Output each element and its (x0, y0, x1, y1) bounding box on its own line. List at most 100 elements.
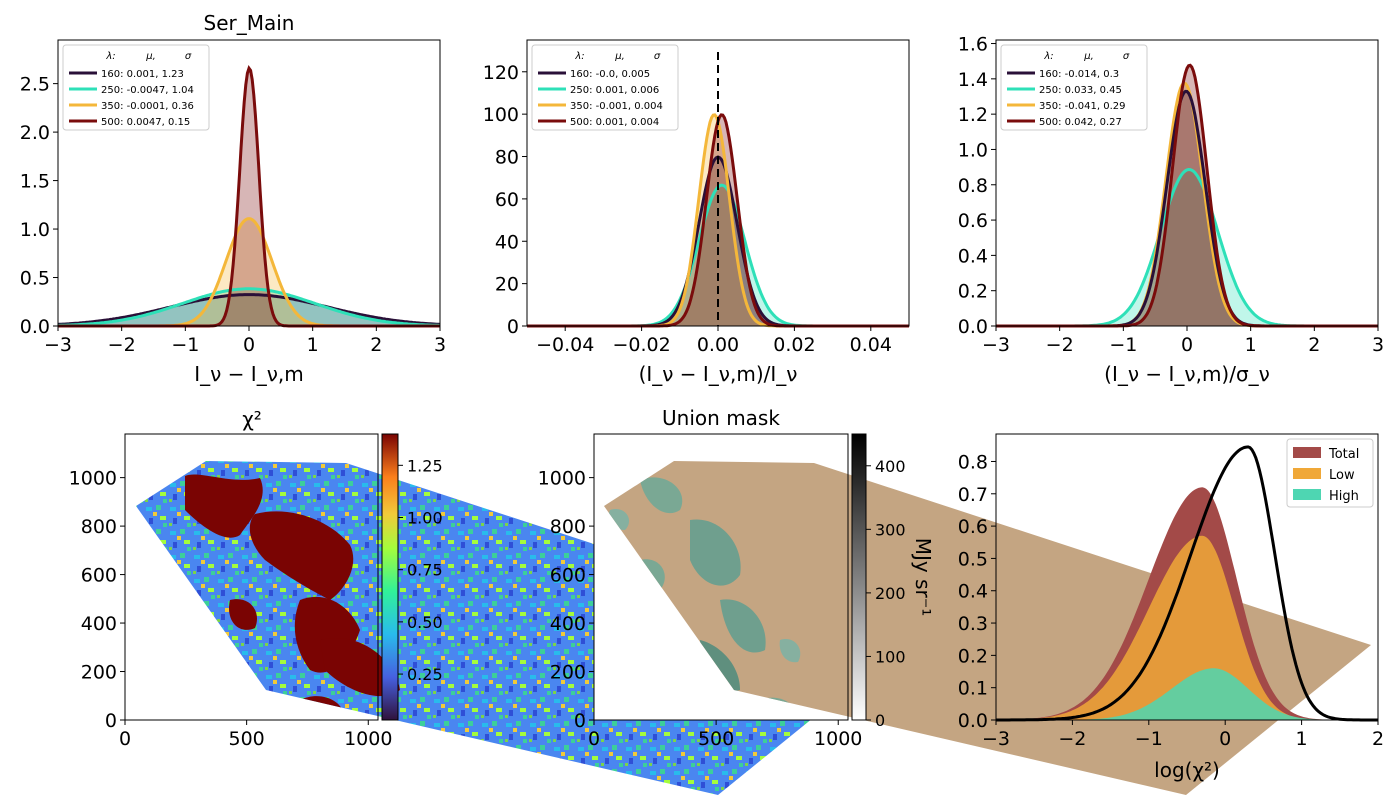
colorbar-tick-label: 0.25 (407, 665, 443, 684)
legend-entry: 350: -0.0001, 0.36 (101, 101, 194, 112)
x-axis-ticks: −3 −2 −1 0 1 2 3 (982, 326, 1384, 356)
high-chi2-region (320, 638, 400, 697)
colorbar-tick-label: 1.25 (407, 456, 443, 475)
y-tick-label: 0 (507, 316, 519, 338)
y-axis-ticks: 0.0 0.5 1.0 1.5 2.0 2.5 (20, 74, 58, 338)
x-tick-label: 500 (698, 728, 734, 750)
x-tick-label: 0 (1181, 334, 1193, 356)
legend: Total Low High (1286, 438, 1374, 508)
legend-entry: 350: -0.001, 0.004 (570, 101, 663, 112)
histogram-fill-350 (58, 218, 440, 326)
x-tick-label: 3 (434, 334, 446, 356)
histogram-fills (58, 68, 440, 327)
x-tick-label: −1 (1135, 728, 1163, 750)
legend-swatch (1293, 468, 1321, 479)
y-axis-ticks: 0 20 40 60 80 100 120 (483, 62, 527, 338)
y-tick-label: 0.0 (958, 710, 988, 732)
histogram-high (996, 668, 1378, 720)
masked-region (779, 639, 801, 663)
legend-box (531, 44, 679, 131)
legend-entry: 500: 0.0047, 0.15 (101, 117, 190, 128)
colorbar-label: MJy sr⁻¹ (911, 538, 935, 617)
colorbar (381, 433, 399, 721)
legend-entry: 160: 0.001, 1.23 (101, 69, 184, 80)
y-tick-label: 0 (105, 710, 117, 732)
legend-entry: 160: -0.0, 0.005 (570, 69, 650, 80)
y-tick-label: 0.7 (958, 484, 988, 506)
y-tick-label: 1000 (69, 468, 117, 490)
x-tick-label: 0 (243, 334, 255, 356)
colorbar-tick-label: 1.00 (407, 509, 443, 528)
y-tick-label: 200 (81, 662, 117, 684)
legend-entry: Total (1328, 447, 1359, 462)
y-tick-label: 1.2 (958, 104, 988, 126)
legend-entry: 500: 0.042, 0.27 (1039, 117, 1122, 128)
y-tick-label: 0.4 (958, 245, 988, 267)
y-tick-label: 0.5 (958, 548, 988, 570)
histogram-fill-500 (58, 68, 440, 327)
legend-header: λ: (1043, 51, 1053, 62)
histogram-fill-500 (996, 65, 1378, 327)
y-tick-label: 0.0 (20, 316, 50, 338)
y-tick-label: 1.5 (20, 171, 50, 193)
x-tick-label: −2 (108, 334, 136, 356)
histogram-fills (996, 65, 1378, 327)
y-tick-label: 0.8 (958, 451, 988, 473)
colorbar-tick-label: 400 (875, 457, 906, 476)
masked-region (700, 640, 740, 691)
legend-header: σ (185, 51, 192, 62)
y-tick-label: 600 (550, 565, 586, 587)
legend-header: μ, (145, 51, 156, 62)
histogram-fill-160 (996, 91, 1378, 327)
histogram-fill-160 (58, 294, 440, 326)
x-tick-label: 1000 (344, 728, 392, 750)
histogram-low (996, 535, 1378, 720)
legend-header: σ (654, 51, 661, 62)
legend-entry: 350: -0.041, 0.29 (1039, 101, 1126, 112)
legend-header: μ, (614, 51, 625, 62)
x-tick-label: 0.04 (850, 334, 892, 356)
legend: λ: μ, σ 160: -0.0, 0.005 250: 0.001, 0.006 35… (531, 44, 679, 131)
y-tick-label: 100 (483, 104, 519, 126)
panel-title: Ser_Main (204, 11, 295, 35)
distribution-curve (996, 445, 1378, 722)
colorbar (851, 433, 867, 721)
legend-entry: High (1329, 489, 1359, 504)
y-tick-label: 80 (495, 147, 519, 169)
y-tick-label: 0.6 (958, 516, 988, 538)
masked-region (640, 477, 683, 514)
x-tick-label: 0 (588, 728, 600, 750)
y-axis-ticks: 0.0 0.2 0.4 0.6 0.8 1.0 1.2 1.4 1.6 (958, 34, 996, 338)
x-tick-label: −3 (44, 334, 72, 356)
x-tick-label: −2 (1046, 334, 1074, 356)
gaussian-curve-160 (57, 293, 441, 326)
x-tick-label: −2 (1058, 728, 1086, 750)
legend-header: μ, (1083, 51, 1094, 62)
masked-region (690, 519, 741, 586)
x-tick-label: 1 (1245, 334, 1257, 356)
high-chi2-region (185, 474, 263, 538)
y-tick-label: 0.0 (958, 316, 988, 338)
colorbar-tick-label: 300 (875, 520, 906, 539)
legend-header: σ (1123, 51, 1130, 62)
x-tick-label: 0 (1219, 728, 1231, 750)
y-tick-label: 2.0 (20, 122, 50, 144)
histogram-fill-500 (527, 114, 909, 327)
y-axis-ticks: 0.0 0.1 0.2 0.3 0.4 0.5 0.6 0.7 0.8 (958, 451, 996, 732)
histogram-fills (996, 487, 1378, 720)
y-tick-label: 0.2 (958, 645, 988, 667)
x-axis-ticks: 0 500 1000 (119, 720, 392, 750)
y-tick-label: 800 (550, 516, 586, 538)
x-axis-label: log(χ²) (1154, 758, 1220, 782)
y-tick-label: 0.4 (958, 581, 988, 603)
y-tick-label: 0.3 (958, 613, 988, 635)
gaussian-curve-250 (58, 287, 440, 327)
x-tick-label: 2 (1372, 728, 1384, 750)
plot-frame (124, 433, 379, 721)
y-tick-label: 400 (81, 613, 117, 635)
x-tick-label: 1 (1296, 728, 1308, 750)
x-tick-label: 1000 (814, 728, 862, 750)
x-tick-label: −1 (1109, 334, 1137, 356)
legend-entry: Low (1329, 468, 1355, 483)
legend-entry: 250: -0.0047, 1.04 (101, 85, 194, 96)
